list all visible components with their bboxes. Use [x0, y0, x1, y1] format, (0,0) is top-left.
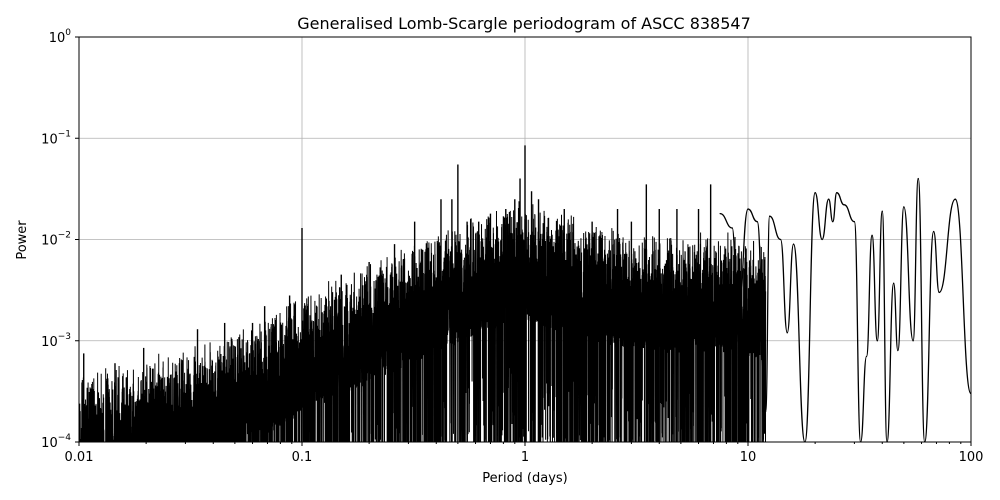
dip-point	[897, 349, 899, 352]
dip-point	[865, 355, 868, 358]
y-tick-label: 10−3	[41, 332, 71, 350]
peak-point	[814, 192, 816, 194]
peak-point	[747, 208, 749, 210]
peak-point	[836, 192, 838, 194]
dip-point	[876, 340, 878, 342]
dip-point	[737, 322, 739, 324]
x-axis-ticks: 0.01 0.1 1 10 100	[65, 442, 984, 465]
y-tick-label: 10−1	[41, 129, 71, 147]
long-period-trace	[719, 177, 971, 442]
dip-point	[832, 221, 834, 223]
dip-point	[765, 410, 767, 413]
dip-point	[938, 291, 940, 294]
x-tick-label: 1	[521, 450, 529, 465]
dip-point	[912, 340, 914, 342]
peak-point	[903, 206, 905, 208]
peak-point	[769, 215, 771, 217]
dip-point	[821, 238, 823, 241]
y-axis-ticks: 10−4 10−3 10−2 10−1 100	[41, 28, 79, 451]
peak-point	[954, 198, 956, 200]
peak-point	[779, 238, 782, 241]
power-series	[79, 145, 971, 442]
y-tick-label: 10−4	[41, 433, 71, 451]
peak-point	[843, 204, 845, 206]
x-tick-label: 10	[740, 450, 757, 465]
peak-point	[881, 210, 883, 212]
x-axis-label: Period (days)	[482, 471, 568, 486]
peak-point	[731, 227, 733, 229]
y-axis-label: Power	[15, 220, 30, 260]
peak-point	[871, 234, 873, 236]
peak-point	[756, 221, 758, 223]
dip-point	[786, 332, 788, 334]
peak-point	[828, 198, 830, 200]
x-tick-label: 0.1	[292, 450, 313, 465]
y-tick-label: 10−2	[41, 231, 71, 249]
x-tick-label: 100	[959, 450, 984, 465]
noise-trace	[79, 201, 767, 442]
peak-point	[917, 177, 919, 180]
peak-point	[792, 243, 795, 245]
peak-point	[719, 213, 721, 215]
chart-title: Generalised Lomb-Scargle periodogram of …	[297, 14, 751, 33]
x-tick-label: 0.01	[65, 450, 94, 465]
peak-point	[893, 282, 895, 284]
y-tick-label: 100	[49, 28, 72, 46]
peak-point	[933, 230, 935, 233]
peak-point	[853, 221, 855, 223]
